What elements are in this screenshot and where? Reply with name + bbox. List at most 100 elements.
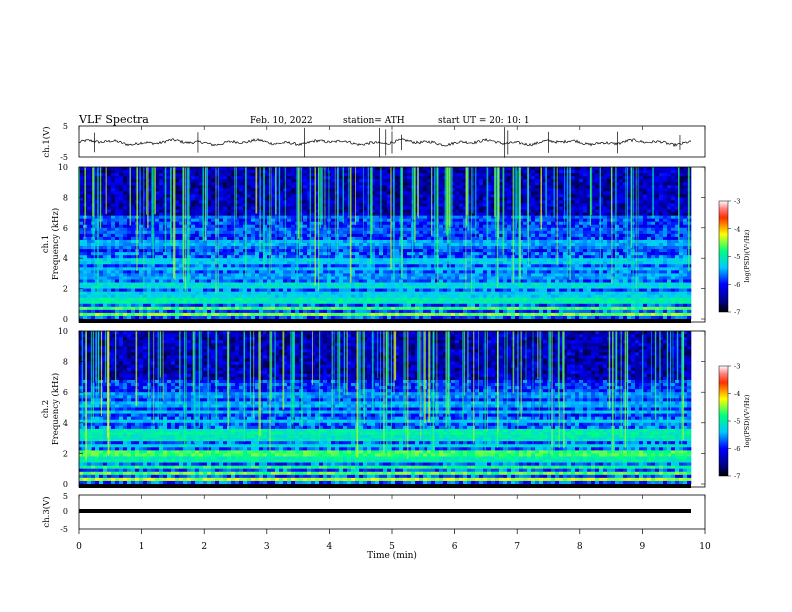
- spectrogram-cell: [275, 185, 280, 189]
- spectrogram-cell: [395, 249, 400, 253]
- spectrogram-cell: [439, 236, 444, 241]
- spectrogram-cell: [247, 221, 252, 226]
- spectrogram-cell: [503, 255, 508, 259]
- spectrogram-cell: [111, 246, 116, 250]
- spectrogram-cell: [675, 236, 680, 241]
- spectrogram-cell: [355, 239, 360, 244]
- spectrogram-cell: [363, 167, 368, 171]
- spectrogram-cell: [263, 212, 268, 216]
- spectrogram-cell: [635, 215, 640, 219]
- spectrogram-cell: [363, 249, 368, 253]
- spectrogram-cell: [199, 209, 204, 213]
- spectrogram-cell: [315, 246, 320, 250]
- spectrogram-cell: [571, 197, 576, 201]
- spectrogram-cell: [211, 215, 216, 219]
- spectrogram-cell: [267, 258, 272, 262]
- spectrogram-cell: [355, 252, 360, 256]
- spectrogram-cell: [251, 255, 256, 259]
- spectrogram-cell: [343, 258, 348, 262]
- spectrogram-cell: [603, 224, 608, 229]
- spectrogram-cell: [635, 209, 640, 213]
- spectrogram-cell: [559, 170, 564, 174]
- spectrogram-cell: [111, 224, 116, 229]
- spectrogram-cell: [131, 258, 136, 262]
- spectrogram-cell: [383, 264, 388, 268]
- spectrogram-cell: [403, 188, 408, 192]
- spectrogram-cell: [483, 246, 488, 250]
- spectrogram-cell: [527, 209, 532, 213]
- spectrogram-cell: [179, 227, 184, 232]
- spectrogram-cell: [195, 224, 200, 229]
- spectrogram-cell: [375, 258, 380, 262]
- spectrogram-cell: [143, 173, 148, 177]
- spectrogram-cell: [671, 212, 676, 216]
- spectrogram-cell: [651, 227, 656, 232]
- spectrogram-cell: [211, 188, 216, 192]
- spectrogram-cell: [131, 249, 136, 253]
- spectrogram-cell: [567, 191, 572, 195]
- spectrogram-cell: [103, 167, 108, 171]
- spectrogram-cell: [87, 227, 92, 232]
- spectrogram-cell: [239, 188, 244, 192]
- spectrogram-cell: [503, 227, 508, 232]
- spectrogram-cell: [211, 182, 216, 186]
- spectrogram-cell: [671, 191, 676, 195]
- spectrogram-cell: [507, 203, 512, 207]
- spectrogram-cell: [683, 239, 688, 244]
- spectrogram-cell: [587, 173, 592, 177]
- spectrogram-cell: [103, 185, 108, 189]
- spectrogram-cell: [259, 252, 264, 256]
- spectrogram-cell: [615, 212, 620, 216]
- spectrogram-cell: [471, 221, 476, 226]
- spectrogram-cell: [571, 261, 576, 265]
- spectrogram-cell: [479, 194, 484, 198]
- spectrogram-cell: [211, 197, 216, 201]
- spectrogram-cell: [531, 255, 536, 259]
- spectrogram-cell: [127, 194, 132, 198]
- spectrogram-cell: [223, 182, 228, 186]
- spectrogram-cell: [347, 243, 352, 247]
- spectrogram-cell: [331, 258, 336, 262]
- spectrogram-cell: [407, 252, 412, 256]
- spectrogram-cell: [423, 246, 428, 250]
- spectrogram-cell: [367, 215, 372, 219]
- spectrogram-cell: [567, 167, 572, 171]
- spectrogram-cell: [239, 194, 244, 198]
- spectrogram-cell: [603, 191, 608, 195]
- spectrogram-cell: [227, 203, 232, 207]
- spectrogram-cell: [623, 182, 628, 186]
- spectrogram-cell: [355, 203, 360, 207]
- spectrogram-cell: [567, 197, 572, 201]
- spectrogram-cell: [215, 197, 220, 201]
- spectrogram-cell: [199, 167, 204, 171]
- spectrogram-cell: [671, 197, 676, 201]
- spectrogram-cell: [427, 176, 432, 180]
- spectrogram-cell: [475, 215, 480, 219]
- spectrogram-cell: [407, 170, 412, 174]
- spectrogram-cell: [503, 249, 508, 253]
- spectrogram-cell: [663, 255, 668, 259]
- spectrogram-cell: [111, 176, 116, 180]
- spectrogram-cell: [363, 209, 368, 213]
- spectrogram-cell: [131, 194, 136, 198]
- spectrogram-cell: [95, 243, 100, 247]
- spectrogram-cell: [635, 206, 640, 210]
- spectrogram-cell: [139, 221, 144, 226]
- spectrogram-cell: [375, 264, 380, 268]
- spectrogram-cell: [315, 176, 320, 180]
- spectrogram-cell: [419, 215, 424, 219]
- spectrogram-cell: [675, 230, 680, 235]
- spectrogram-cell: [663, 170, 668, 174]
- spectrogram-cell: [215, 249, 220, 253]
- spectrogram-cell: [155, 185, 160, 189]
- spectrogram-cell: [535, 239, 540, 244]
- spectrogram-cell: [643, 200, 648, 204]
- spectrogram-cell: [315, 261, 320, 265]
- spectrogram-cell: [591, 224, 596, 229]
- spectrogram-cell: [523, 203, 528, 207]
- spectrogram-cell: [479, 239, 484, 244]
- spectrogram-cell: [167, 227, 172, 232]
- spectrogram-cell: [307, 176, 312, 180]
- spectrogram-cell: [471, 255, 476, 259]
- spectrogram-cell: [623, 191, 628, 195]
